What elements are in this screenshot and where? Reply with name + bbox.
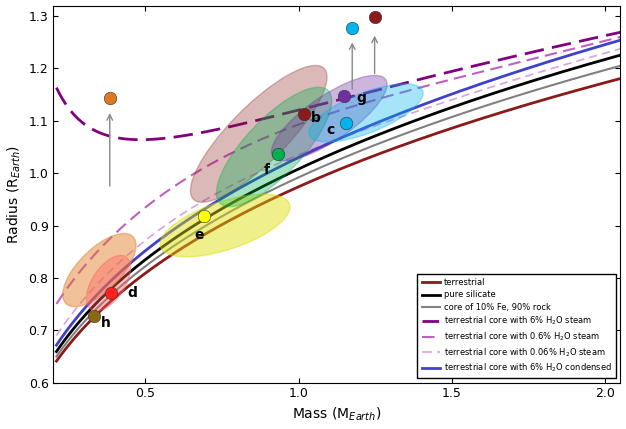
Text: c: c [326, 123, 334, 137]
Y-axis label: Radius (R$_{Earth}$): Radius (R$_{Earth}$) [6, 145, 23, 244]
Ellipse shape [309, 84, 423, 142]
Text: f: f [264, 163, 269, 177]
Legend: terrestrial, pure silicate, core of 10% Fe, 90% rock, terrestrial core with 6% H: terrestrial, pure silicate, core of 10% … [418, 274, 616, 378]
Ellipse shape [63, 233, 136, 307]
Ellipse shape [160, 194, 290, 257]
Ellipse shape [190, 66, 327, 202]
Ellipse shape [86, 255, 131, 311]
Text: b: b [311, 111, 321, 125]
Ellipse shape [272, 76, 387, 161]
X-axis label: Mass (M$_{Earth}$): Mass (M$_{Earth}$) [292, 406, 382, 423]
Text: g: g [357, 91, 367, 106]
Text: h: h [101, 316, 111, 329]
Text: d: d [127, 286, 137, 300]
Text: e: e [195, 228, 204, 242]
Ellipse shape [217, 87, 332, 207]
